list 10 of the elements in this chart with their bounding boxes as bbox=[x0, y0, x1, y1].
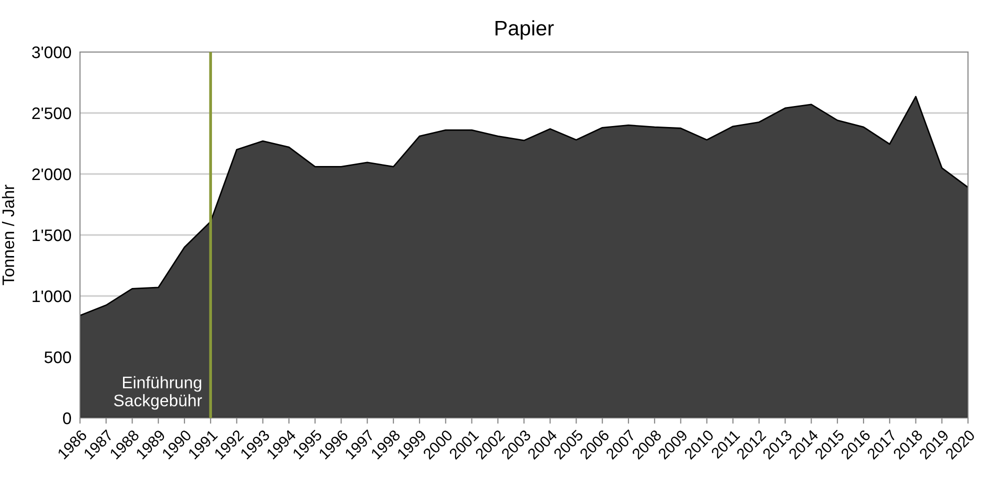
y-tick-label: 500 bbox=[44, 351, 72, 364]
y-tick-label: 2'500 bbox=[32, 107, 72, 120]
y-tick-label: 0 bbox=[63, 412, 72, 424]
ref-line-label: Einführung Sackgebühr bbox=[114, 376, 202, 410]
y-tick-label: 1'500 bbox=[32, 229, 72, 242]
chart-title: Papier bbox=[496, 20, 554, 40]
y-axis-title: Tonnen / Jahr bbox=[2, 184, 14, 286]
y-tick-label: 2'000 bbox=[32, 168, 72, 180]
y-tick-label: 1'000 bbox=[32, 290, 72, 302]
y-tick-label: 3'000 bbox=[32, 46, 72, 58]
